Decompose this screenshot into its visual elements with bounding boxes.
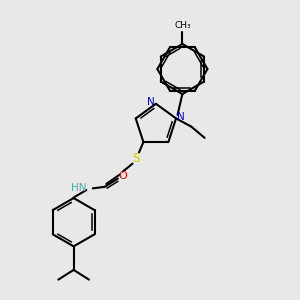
Text: N: N [147, 97, 154, 107]
Text: O: O [119, 171, 128, 181]
Text: S: S [132, 152, 140, 165]
Text: CH₃: CH₃ [174, 21, 191, 30]
Text: N: N [178, 112, 185, 122]
Text: HN: HN [71, 183, 86, 193]
